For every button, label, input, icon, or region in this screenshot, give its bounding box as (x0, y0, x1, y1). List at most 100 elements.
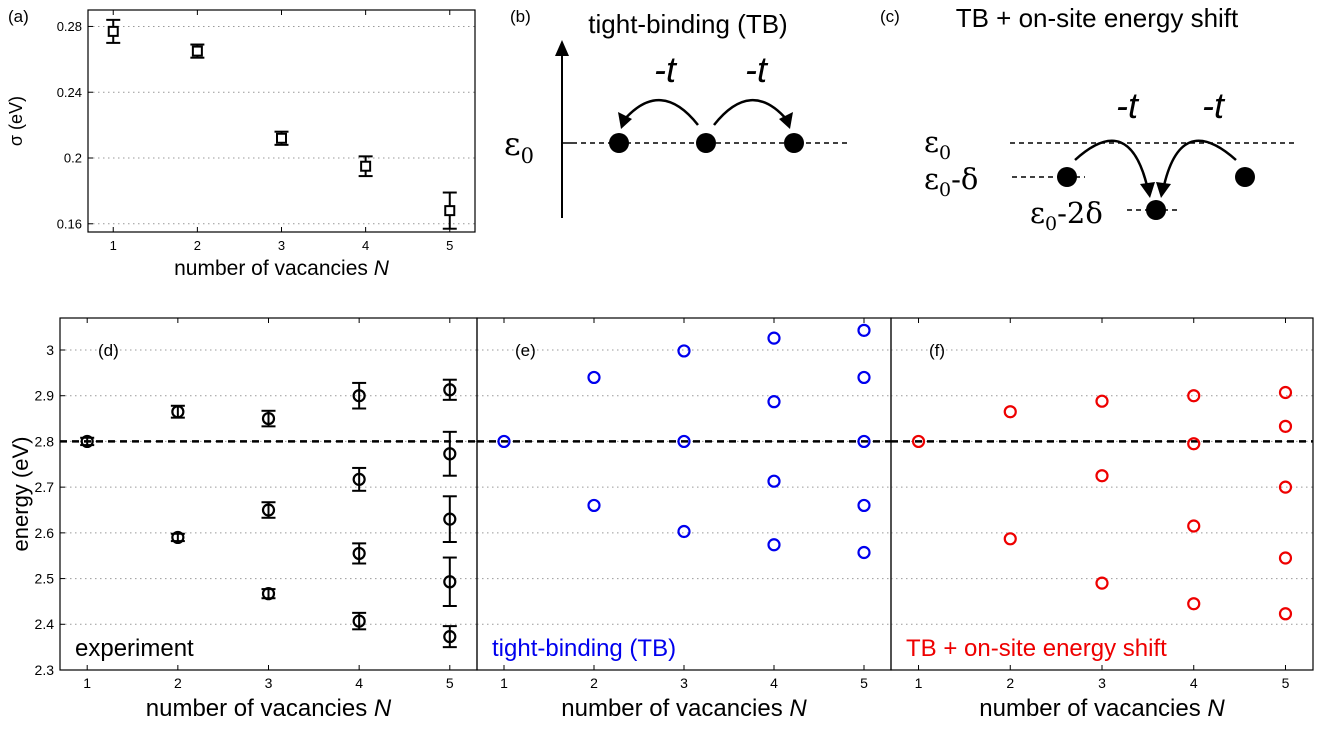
diagram-c-level-label-1: ε0-δ (924, 162, 978, 201)
series-annotation: experiment (75, 635, 194, 662)
data-point (1095, 576, 1109, 590)
y-tick-label: 0.24 (57, 85, 82, 100)
data-point (1278, 607, 1293, 621)
x-tick-label: 1 (915, 675, 923, 691)
diagram-b-hop-label-1: -t (654, 49, 678, 90)
panel-label-e: (e) (515, 341, 536, 360)
data-point (857, 545, 871, 560)
data-point (1187, 519, 1201, 533)
data-point (587, 498, 601, 513)
plot-frame (890, 317, 1314, 671)
data-point (677, 344, 691, 358)
x-tick-label: 3 (1098, 675, 1106, 691)
diagram-onsite-shift: TB + on-site energy shift ε0 ε0-δ ε0-2δ … (924, 3, 1298, 235)
series-annotation: TB + on-site energy shift (906, 635, 1167, 662)
x-tick-label: 2 (194, 238, 201, 253)
x-tick-label: 1 (83, 675, 91, 691)
y-tick-label: 2.6 (35, 525, 55, 541)
data-point (107, 25, 119, 37)
diagram-c-level-label-2: ε0-2δ (1030, 196, 1103, 235)
data-point (1187, 597, 1201, 611)
data-point (352, 389, 366, 403)
hop-arrow-right-head (779, 112, 793, 129)
data-point (767, 538, 781, 552)
panel-label-b: (b) (510, 7, 531, 26)
x-axis-label: number of vacancies N (979, 695, 1225, 722)
data-point (444, 205, 456, 217)
data-point (443, 512, 457, 526)
data-point (443, 383, 457, 397)
x-tick-label: 3 (265, 675, 273, 691)
diagram-c-level-label-0: ε0 (924, 125, 951, 164)
diagram-b-title: tight-binding (TB) (588, 9, 787, 39)
panel-label-a: (a) (8, 7, 29, 26)
data-point (857, 434, 871, 449)
data-point (1003, 405, 1017, 419)
y-tick-label: 2.7 (35, 479, 55, 495)
panel-label-d: (d) (98, 341, 119, 360)
data-point (857, 498, 871, 513)
data-point (443, 630, 457, 644)
plot-frame (87, 9, 476, 233)
y-tick-label: 0.28 (57, 19, 82, 34)
data-point (767, 331, 781, 345)
charts: 1 2 3 4 5 0.16 0.2 0.24 0.28 number of vacancies … (6, 9, 1314, 722)
x-tick-label: 4 (362, 238, 369, 253)
x-tick-label: 1 (110, 238, 117, 253)
diagram-b-level-label: ε0 (504, 125, 534, 168)
x-tick-label: 5 (860, 675, 868, 691)
panel-label-f: (f) (929, 341, 945, 360)
x-tick-label: 2 (1006, 675, 1014, 691)
data-point (677, 434, 691, 449)
x-tick-label: 1 (500, 675, 508, 691)
x-tick-label: 4 (770, 675, 778, 691)
data-point (911, 434, 926, 449)
y-tick-label: 0.2 (64, 151, 82, 166)
energy-axis-arrowhead (555, 40, 569, 56)
hop-arrow-c-left-head (1140, 182, 1155, 198)
y-axis-label: σ (eV) (6, 96, 26, 146)
panel-label-c: (c) (880, 7, 900, 26)
hop-arrow-left (623, 98, 699, 126)
data-point (857, 370, 871, 385)
chart-d: 1 2 3 4 5 2.3 2.4 2.5 2.6 2.7 2.8 2.9 3 number of vac… (8, 317, 478, 722)
diagram-c-site-2 (1146, 200, 1166, 220)
y-tick-label: 0.16 (57, 216, 82, 231)
data-point (1187, 389, 1201, 403)
data-point (857, 323, 871, 337)
data-point (80, 434, 94, 449)
diagram-b-site-1 (609, 133, 629, 153)
chart-e: 1 2 3 4 5 number of vacancies N (e) tight-bindi… (476, 317, 892, 722)
data-point (191, 45, 203, 57)
plot-frame (476, 317, 892, 671)
data-point (1095, 394, 1109, 408)
data-point (352, 614, 366, 628)
data-point (1095, 469, 1109, 483)
data-point (443, 447, 457, 461)
data-point (677, 524, 691, 539)
data-point (261, 411, 276, 426)
y-tick-label: 2.5 (35, 570, 55, 586)
data-point (171, 530, 185, 545)
x-tick-label: 2 (590, 675, 598, 691)
data-point (360, 160, 372, 172)
y-tick-label: 2.4 (35, 616, 55, 632)
x-tick-label: 2 (174, 675, 182, 691)
diagram-c-hop-label-1: -t (1116, 85, 1140, 126)
x-tick-label: 5 (1282, 675, 1290, 691)
data-point (171, 405, 185, 419)
x-tick-label: 5 (446, 675, 454, 691)
data-point (767, 395, 781, 409)
data-point (352, 546, 366, 561)
x-tick-label: 3 (278, 238, 285, 253)
chart-f: 1 2 3 4 5 number of vacancies N (f) TB + on-sit… (890, 317, 1314, 722)
data-point (261, 503, 276, 517)
diagram-tight-binding: tight-binding (TB) ε0 -t -t (504, 9, 848, 218)
y-tick-label: 3 (46, 342, 54, 358)
hop-arrow-right (713, 98, 788, 126)
diagram-b-site-3 (784, 133, 804, 153)
x-tick-label: 5 (446, 238, 453, 253)
diagram-c-hop-label-2: -t (1202, 85, 1226, 126)
data-point (1187, 437, 1201, 451)
